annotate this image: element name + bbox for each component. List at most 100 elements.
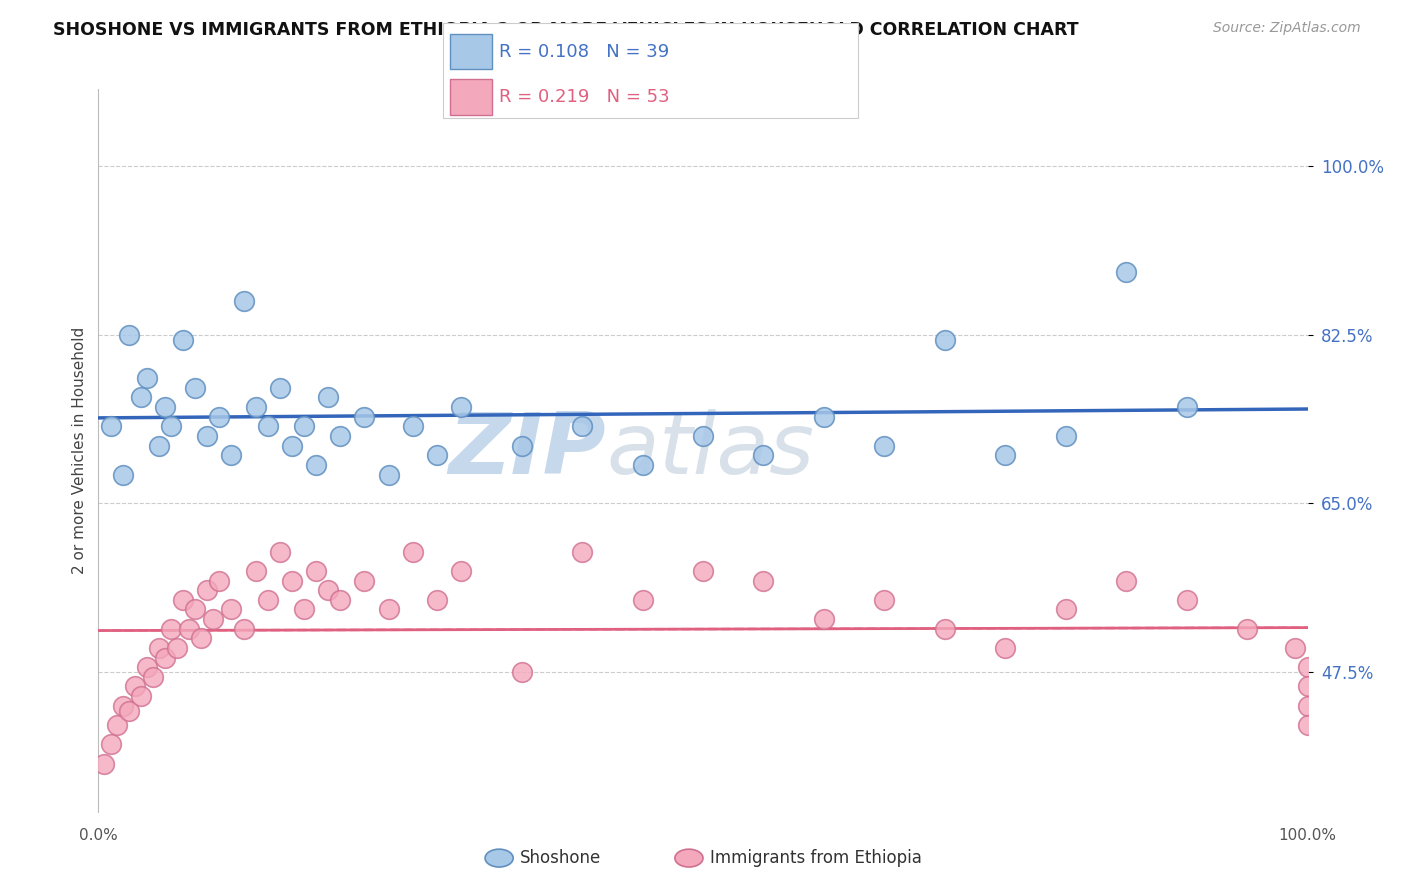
Point (245, 400, 267, 414)
Point (256, 592, 278, 607)
Point (184, 602, 207, 616)
Point (111, 467, 134, 482)
Point (281, 439, 304, 453)
Point (100, 737, 122, 751)
Point (752, 574, 775, 588)
Point (571, 544, 593, 558)
Point (195, 429, 218, 443)
Point (571, 419, 593, 434)
Point (232, 622, 254, 636)
Text: ZIP: ZIP (449, 409, 606, 492)
Point (329, 429, 352, 443)
Point (1115, 574, 1137, 588)
Point (1296, 718, 1319, 732)
Point (813, 409, 835, 424)
Point (994, 448, 1017, 462)
Point (292, 419, 315, 434)
Point (934, 333, 956, 347)
Point (153, 650, 176, 665)
Point (245, 564, 267, 578)
Text: R = 0.219   N = 53: R = 0.219 N = 53 (499, 88, 669, 106)
Point (305, 458, 328, 472)
Point (353, 574, 375, 588)
Point (160, 419, 183, 434)
Point (1296, 698, 1319, 713)
Point (402, 544, 425, 558)
Point (353, 409, 375, 424)
Point (426, 448, 449, 462)
Point (221, 448, 243, 462)
Point (105, 718, 128, 732)
Point (450, 400, 472, 414)
Point (873, 439, 896, 453)
Point (1175, 592, 1198, 607)
Point (269, 544, 291, 558)
Point (692, 564, 714, 578)
Point (1236, 622, 1258, 636)
Point (1296, 660, 1319, 674)
Point (100, 419, 122, 434)
Point (752, 448, 775, 462)
Point (1284, 640, 1306, 655)
Point (160, 622, 183, 636)
Point (129, 391, 152, 405)
Point (402, 419, 425, 434)
Point (172, 333, 194, 347)
Point (1296, 680, 1319, 694)
Point (329, 592, 352, 607)
Y-axis label: 2 or more Vehicles in Household: 2 or more Vehicles in Household (72, 326, 87, 574)
Point (994, 640, 1017, 655)
Point (934, 622, 956, 636)
Text: SHOSHONE VS IMMIGRANTS FROM ETHIOPIA 2 OR MORE VEHICLES IN HOUSEHOLD CORRELATION: SHOSHONE VS IMMIGRANTS FROM ETHIOPIA 2 O… (53, 21, 1078, 39)
Point (142, 670, 165, 684)
Point (232, 294, 254, 309)
Point (510, 439, 533, 453)
Point (172, 592, 194, 607)
Point (510, 665, 533, 679)
Text: Immigrants from Ethiopia: Immigrants from Ethiopia (710, 849, 922, 867)
Point (813, 612, 835, 626)
Point (1175, 400, 1198, 414)
Text: R = 0.108   N = 39: R = 0.108 N = 39 (499, 43, 669, 61)
Point (148, 640, 170, 655)
Point (124, 680, 146, 694)
Point (221, 602, 243, 616)
Point (135, 371, 157, 385)
Point (184, 381, 207, 395)
Point (873, 592, 896, 607)
Point (1115, 265, 1137, 279)
Point (281, 574, 304, 588)
Point (208, 409, 231, 424)
Point (269, 381, 291, 395)
Text: atlas: atlas (606, 409, 814, 492)
Point (179, 622, 201, 636)
Point (93, 756, 115, 771)
Point (208, 574, 231, 588)
Point (450, 564, 472, 578)
Point (377, 467, 399, 482)
Point (190, 632, 212, 646)
Point (305, 564, 328, 578)
Point (316, 391, 339, 405)
Point (256, 419, 278, 434)
Point (1054, 429, 1077, 443)
Point (631, 592, 654, 607)
Point (153, 400, 176, 414)
Point (377, 602, 399, 616)
Point (111, 698, 134, 713)
Point (129, 689, 152, 703)
Point (202, 612, 225, 626)
Point (135, 660, 157, 674)
Point (692, 429, 714, 443)
Point (118, 704, 141, 718)
Point (148, 439, 170, 453)
Point (1054, 602, 1077, 616)
Point (631, 458, 654, 472)
Text: Shoshone: Shoshone (520, 849, 602, 867)
Point (195, 583, 218, 598)
Point (292, 602, 315, 616)
Point (316, 583, 339, 598)
Point (426, 592, 449, 607)
Point (118, 327, 141, 342)
Point (166, 640, 188, 655)
